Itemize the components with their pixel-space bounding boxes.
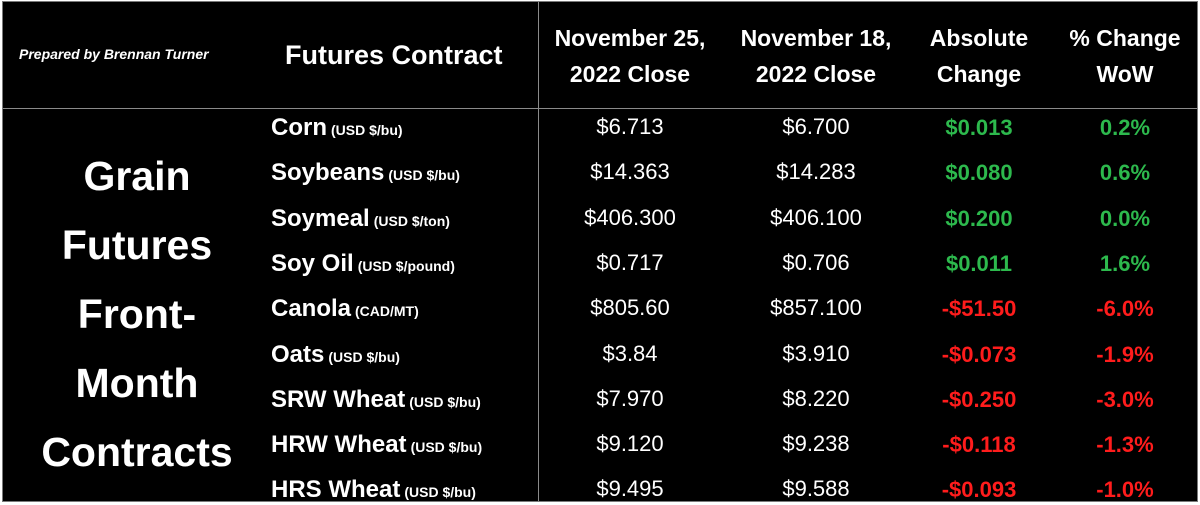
header-pct-change: % Change WoW xyxy=(1035,20,1197,92)
close-nov18: $6.700 xyxy=(782,114,850,139)
absolute-change: -$51.50 xyxy=(941,296,1017,322)
side-title-line: Futures xyxy=(61,222,213,268)
close-nov18: $9.238 xyxy=(782,431,850,457)
absolute-change: -$0.250 xyxy=(941,386,1017,412)
absolute-change: $0.013 xyxy=(945,115,1013,140)
table-row: HRS Wheat (USD $/bu) $9.495 $9.588 -$0.09… xyxy=(3,476,1197,502)
header-nov18-line1: November 18, xyxy=(740,25,892,51)
absolute-change: -$0.073 xyxy=(941,341,1017,367)
header-pct-line1: % Change xyxy=(1069,25,1181,51)
contract-name: HRW Wheat (USD $/bu) xyxy=(271,431,482,459)
pct-change: -1.0% xyxy=(1096,477,1154,502)
side-title-line: Contracts xyxy=(41,429,233,475)
table-row: Corn (USD $/bu) $6.713 $6.700 $0.013 0.2% xyxy=(3,114,1197,159)
pct-change: 0.2% xyxy=(1099,115,1151,140)
contract-unit: (USD $/bu) xyxy=(410,439,483,456)
futures-contract-header: Futures Contract xyxy=(285,40,503,70)
contract-name: Soybeans (USD $/bu) xyxy=(271,159,460,187)
close-nov18: $9.588 xyxy=(782,476,850,502)
table-row: Oats (USD $/bu) $3.84 $3.910 -$0.073 -1.9… xyxy=(3,341,1197,386)
pct-change: 0.6% xyxy=(1099,160,1151,186)
contract-unit: (USD $/pound) xyxy=(357,257,455,274)
pct-change: -6.0% xyxy=(1096,296,1154,322)
absolute-change: -$0.093 xyxy=(941,477,1017,502)
close-nov25: $0.717 xyxy=(596,249,664,275)
table-row: SRW Wheat (USD $/bu) $7.970 $8.220 -$0.25… xyxy=(3,386,1197,431)
contract-name: Soy Oil (USD $/pound) xyxy=(271,250,455,278)
contract-name: Oats (USD $/bu) xyxy=(271,341,400,369)
header-nov25-line1: November 25, xyxy=(554,25,706,51)
side-title: Grain Futures Front- Month Contracts xyxy=(21,142,253,487)
absolute-change: -$0.118 xyxy=(942,432,1016,458)
contract-name: HRS Wheat (USD $/bu) xyxy=(271,476,476,502)
close-nov18: $8.220 xyxy=(782,385,850,411)
contract-label: Soybeans xyxy=(271,159,385,187)
contract-label: SRW Wheat xyxy=(271,385,406,413)
table-row: Canola (CAD/MT) $805.60 $857.100 -$51.50 … xyxy=(3,295,1197,340)
pct-change: -1.3% xyxy=(1096,432,1154,458)
pct-change: -3.0% xyxy=(1096,386,1154,412)
contract-label: HRS Wheat xyxy=(271,476,401,502)
close-nov18: $3.910 xyxy=(782,340,850,366)
close-nov25: $6.713 xyxy=(596,114,664,139)
close-nov18: $14.283 xyxy=(776,159,856,185)
header-absolute-change: Absolute Change xyxy=(889,20,1069,92)
table-row: Soymeal (USD $/ton) $406.300 $406.100 $0.… xyxy=(3,205,1197,250)
absolute-change: $0.200 xyxy=(945,205,1013,231)
close-nov25: $805.60 xyxy=(590,295,670,321)
contract-label: Canola xyxy=(271,295,352,323)
contract-unit: (USD $/bu) xyxy=(331,122,403,138)
close-nov25: $9.120 xyxy=(596,431,664,457)
contract-unit: (USD $/bu) xyxy=(328,348,400,365)
close-nov25: $9.495 xyxy=(596,476,664,502)
close-nov18: $857.100 xyxy=(770,295,862,321)
close-nov25: $3.84 xyxy=(602,340,658,366)
header-nov25-close: November 25, 2022 Close xyxy=(540,20,720,92)
contract-unit: (CAD/MT) xyxy=(355,303,419,320)
header-nov18-close: November 18, 2022 Close xyxy=(726,20,906,92)
column-divider xyxy=(538,2,539,501)
header-nov18-line2: 2022 Close xyxy=(755,61,877,87)
header-absolute-line1: Absolute xyxy=(929,25,1029,51)
contract-unit: (USD $/ton) xyxy=(373,212,450,229)
absolute-change: $0.011 xyxy=(945,250,1013,276)
contract-label: Soymeal xyxy=(271,204,370,232)
contract-name: Soymeal (USD $/ton) xyxy=(271,205,450,233)
header-pct-line2: WoW xyxy=(1096,61,1154,87)
side-title-line: Grain xyxy=(83,153,191,199)
close-nov18: $406.100 xyxy=(770,204,862,230)
absolute-change: $0.080 xyxy=(945,160,1013,186)
side-title-line: Month xyxy=(75,360,199,406)
header-absolute-line2: Change xyxy=(936,61,1022,87)
contract-label: Oats xyxy=(271,340,325,368)
contract-label: Soy Oil xyxy=(271,249,354,277)
pct-change: -1.9% xyxy=(1096,341,1154,367)
header-nov25-line2: 2022 Close xyxy=(569,61,691,87)
close-nov25: $14.363 xyxy=(590,159,670,185)
table-row: Soybeans (USD $/bu) $14.363 $14.283 $0.08… xyxy=(3,159,1197,204)
contract-unit: (USD $/bu) xyxy=(404,484,476,501)
contract-label: Corn xyxy=(271,114,327,141)
contract-unit: (USD $/bu) xyxy=(409,393,481,410)
close-nov25: $406.300 xyxy=(584,204,676,230)
contract-name: Canola (CAD/MT) xyxy=(271,295,419,323)
contract-name: Corn (USD $/bu) xyxy=(271,114,403,142)
table-row: HRW Wheat (USD $/bu) $9.120 $9.238 -$0.11… xyxy=(3,431,1197,476)
close-nov18: $0.706 xyxy=(782,249,850,275)
prepared-by-credit: Prepared by Brennan Turner xyxy=(19,46,209,62)
contract-label: HRW Wheat xyxy=(271,431,407,459)
header-divider xyxy=(3,108,1197,109)
side-title-line: Front- xyxy=(77,291,197,337)
table-row: Soy Oil (USD $/pound) $0.717 $0.706 $0.01… xyxy=(3,250,1197,295)
close-nov25: $7.970 xyxy=(596,385,664,411)
contract-name: SRW Wheat (USD $/bu) xyxy=(271,386,481,414)
contract-unit: (USD $/bu) xyxy=(388,167,460,184)
pct-change: 1.6% xyxy=(1099,250,1151,276)
pct-change: 0.0% xyxy=(1099,205,1151,231)
